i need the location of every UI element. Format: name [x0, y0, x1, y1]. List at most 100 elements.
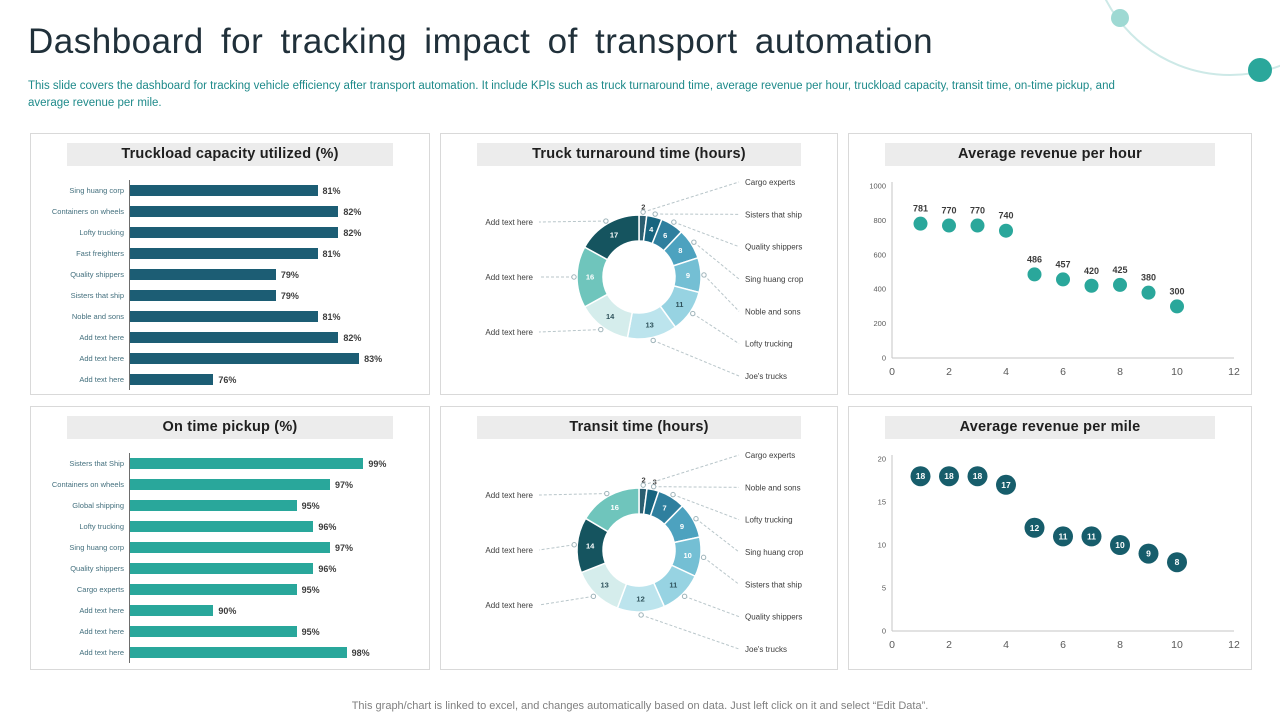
pie-slice[interactable]	[583, 214, 640, 261]
bar[interactable]	[130, 479, 330, 490]
pie-value-label: 17	[610, 230, 618, 239]
bar-track: 95%	[129, 579, 423, 600]
bar-track: 79%	[129, 264, 423, 285]
data-point[interactable]	[913, 216, 928, 231]
chart-title-avg-revenue-mile: Average revenue per mile	[885, 416, 1215, 439]
data-point[interactable]	[967, 466, 988, 487]
x-tick-label: 4	[1003, 366, 1009, 378]
bar[interactable]	[130, 353, 360, 364]
data-point[interactable]	[1053, 526, 1073, 547]
bar[interactable]	[130, 290, 276, 301]
bar[interactable]	[130, 521, 314, 532]
bar[interactable]	[130, 563, 314, 574]
bar[interactable]	[130, 500, 297, 511]
bar-category-label: Containers on wheels	[51, 479, 124, 489]
bar-row: Add text here 82%	[37, 327, 423, 348]
bar[interactable]	[130, 458, 364, 469]
data-point-label: 8	[1175, 557, 1180, 567]
pie-value-label: 10	[684, 551, 692, 560]
bar[interactable]	[130, 332, 339, 343]
bar-category-label: Quality shippers	[70, 563, 124, 573]
bar-value-label: 82%	[343, 206, 362, 217]
data-point[interactable]	[1167, 552, 1187, 573]
callout-line	[538, 329, 601, 333]
truckload-capacity-chart[interactable]: Sing huang corp 81% Containers on wheels 82…	[31, 174, 429, 394]
y-tick-label: 0	[882, 354, 886, 363]
bar[interactable]	[130, 605, 214, 616]
data-point[interactable]	[970, 218, 985, 233]
chart-title-truck-turnaround: Truck turnaround time (hours)	[476, 143, 802, 166]
scatter-plot-svg[interactable]: 0 5 10 15 20 0 2 4 6 8 10 12 18 18 18 17 12 11 11 10 9 8	[852, 447, 1248, 669]
on-time-pickup-chart[interactable]: Sisters that Ship 99% Containers on wheels…	[31, 447, 429, 669]
page-title: Dashboard for tracking impact of transpo…	[28, 22, 934, 61]
callout-dot	[603, 218, 609, 224]
bar[interactable]	[130, 542, 330, 553]
truck-turnaround-chart[interactable]: 2 4 6 8 9 11 13 14 16 17 Cargo experts Sisters that…	[441, 174, 837, 394]
data-point[interactable]	[1084, 278, 1099, 293]
bar[interactable]	[130, 185, 318, 196]
callout-line	[692, 313, 740, 345]
avg-revenue-mile-chart[interactable]: 0 5 10 15 20 0 2 4 6 8 10 12 18 18 18 17 12 11 11 10 9 8	[849, 447, 1251, 669]
callout-line	[538, 493, 607, 496]
y-tick-label: 5	[882, 584, 886, 593]
callout-dot	[571, 542, 577, 548]
pie-value-label: 2	[641, 203, 645, 212]
data-point[interactable]	[1110, 535, 1130, 555]
pie-slice[interactable]	[584, 487, 640, 533]
transit-time-chart[interactable]: 2 3 7 9 10 11 12 13 14 16 Cargo experts Noble and s…	[441, 447, 837, 669]
data-point[interactable]	[1170, 299, 1184, 314]
data-point[interactable]	[939, 466, 959, 487]
bar[interactable]	[130, 311, 318, 322]
bar[interactable]	[130, 269, 276, 280]
callout-dot	[670, 491, 676, 498]
pie-value-label: 9	[680, 522, 684, 531]
data-point[interactable]	[1141, 285, 1156, 300]
bar-track: 96%	[129, 516, 423, 537]
bar[interactable]	[130, 227, 339, 238]
data-point[interactable]	[999, 223, 1013, 238]
data-point[interactable]	[1024, 517, 1045, 538]
bar[interactable]	[130, 248, 318, 259]
data-point[interactable]	[1056, 272, 1070, 287]
scatter-plot-svg[interactable]: 0 200 400 600 800 1000 0 2 4 6 8 10 12 781 770 770 740 48…	[852, 174, 1248, 396]
bar-track: 95%	[129, 495, 423, 516]
pie-callout-label: Lofty trucking	[745, 340, 793, 349]
data-point[interactable]	[1113, 277, 1127, 292]
bar-category-label: Sing huang corp	[69, 542, 124, 552]
data-point-label: 781	[913, 204, 928, 214]
pie-value-label: 12	[636, 594, 644, 603]
callout-dot	[701, 272, 707, 278]
avg-revenue-hour-chart[interactable]: 0 200 400 600 800 1000 0 2 4 6 8 10 12 781 770 770 740 48…	[849, 174, 1251, 394]
bar-row: Lofty trucking 96%	[37, 516, 423, 537]
bar-chart-rows: Sing huang corp 81% Containers on wheels 82…	[31, 174, 429, 390]
pie-callout-label: Sing huang crop	[745, 275, 804, 284]
bar-value-label: 81%	[322, 185, 341, 196]
bar[interactable]	[130, 584, 297, 595]
panel-avg-revenue-hour: Average revenue per hour 0 200 400 600 800 10…	[848, 133, 1252, 395]
data-point[interactable]	[1027, 267, 1042, 282]
data-point-label: 380	[1141, 273, 1156, 283]
bar-value-label: 95%	[301, 626, 320, 637]
donut-chart-svg[interactable]: 2 46 8 9 11 13 14 16 17 Cargo experts Sisters that…	[443, 174, 835, 396]
bar-track: 81%	[129, 243, 423, 264]
pie-callout-label: Lofty trucking	[745, 516, 793, 525]
data-point[interactable]	[996, 474, 1016, 495]
data-point[interactable]	[1138, 543, 1159, 564]
chart-title-transit-time: Transit time (hours)	[476, 416, 802, 439]
data-point[interactable]	[910, 466, 931, 487]
bar[interactable]	[130, 206, 339, 217]
bar-row: Cargo experts 95%	[37, 579, 423, 600]
bar-track: 97%	[129, 474, 423, 495]
pie-value-label: 13	[600, 580, 608, 589]
data-point[interactable]	[1081, 526, 1102, 547]
callout-dot	[598, 326, 604, 333]
y-tick-label: 400	[873, 285, 886, 294]
bar[interactable]	[130, 374, 214, 385]
data-point[interactable]	[942, 218, 956, 233]
callout-line	[652, 339, 740, 377]
callout-dot	[671, 219, 677, 225]
bar[interactable]	[130, 647, 347, 658]
bar-row: Global shipping 95%	[37, 495, 423, 516]
bar[interactable]	[130, 626, 297, 637]
